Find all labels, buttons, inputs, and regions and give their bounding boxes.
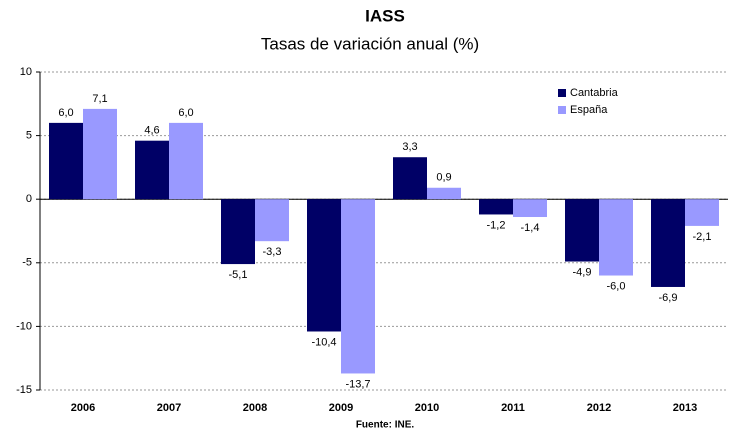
data-label: -3,3 — [263, 246, 282, 258]
y-tick-label: -15 — [16, 384, 32, 396]
bar — [169, 122, 203, 200]
data-label: 6,0 — [178, 107, 193, 119]
x-tick-label: 2006 — [71, 402, 95, 414]
data-label: -1,2 — [487, 219, 506, 231]
data-label: -2,1 — [693, 231, 712, 243]
x-tick-label: 2011 — [501, 402, 525, 414]
x-tick-label: 2012 — [587, 402, 611, 414]
bar — [221, 199, 255, 265]
bar — [565, 199, 599, 262]
legend-swatch — [558, 89, 566, 97]
x-tick-label: 2008 — [243, 402, 267, 414]
bar — [479, 199, 513, 215]
y-tick-label: 10 — [20, 66, 32, 78]
data-label: -4,9 — [573, 266, 592, 278]
y-tick-label: 0 — [26, 193, 32, 205]
bar — [599, 199, 633, 276]
bar — [651, 199, 685, 287]
bar — [341, 199, 375, 374]
data-label: -5,1 — [229, 269, 248, 281]
data-label: 0,9 — [436, 172, 451, 184]
bar — [427, 187, 461, 200]
bar — [307, 199, 341, 332]
bar — [685, 199, 719, 226]
bar — [135, 140, 169, 200]
bar — [49, 122, 83, 200]
data-label: -1,4 — [521, 222, 540, 234]
x-tick-label: 2013 — [673, 402, 697, 414]
x-tick-label: 2007 — [157, 402, 181, 414]
bar — [255, 199, 289, 242]
data-label: 4,6 — [144, 125, 159, 137]
data-label: -13,7 — [345, 378, 370, 390]
data-label: 3,3 — [402, 141, 417, 153]
legend-label: España — [570, 104, 608, 116]
y-tick-label: 5 — [26, 130, 32, 142]
data-label: -6,0 — [607, 280, 626, 292]
x-tick-label: 2009 — [329, 402, 353, 414]
bar — [83, 108, 117, 200]
chart-title: IASS — [365, 6, 405, 25]
legend-swatch — [558, 106, 566, 114]
bar — [513, 199, 547, 218]
x-tick-label: 2010 — [415, 402, 439, 414]
y-tick-label: -5 — [22, 257, 32, 269]
legend-label: Cantabria — [570, 87, 619, 99]
data-label: 7,1 — [92, 93, 107, 105]
data-label: 6,0 — [58, 107, 73, 119]
data-label: -6,9 — [659, 292, 678, 304]
source: Fuente: INE. — [356, 420, 415, 431]
chart-subtitle: Tasas de variación anual (%) — [261, 34, 479, 53]
bar — [393, 157, 427, 200]
y-tick-label: -10 — [16, 320, 32, 332]
data-label: -10,4 — [311, 336, 336, 348]
